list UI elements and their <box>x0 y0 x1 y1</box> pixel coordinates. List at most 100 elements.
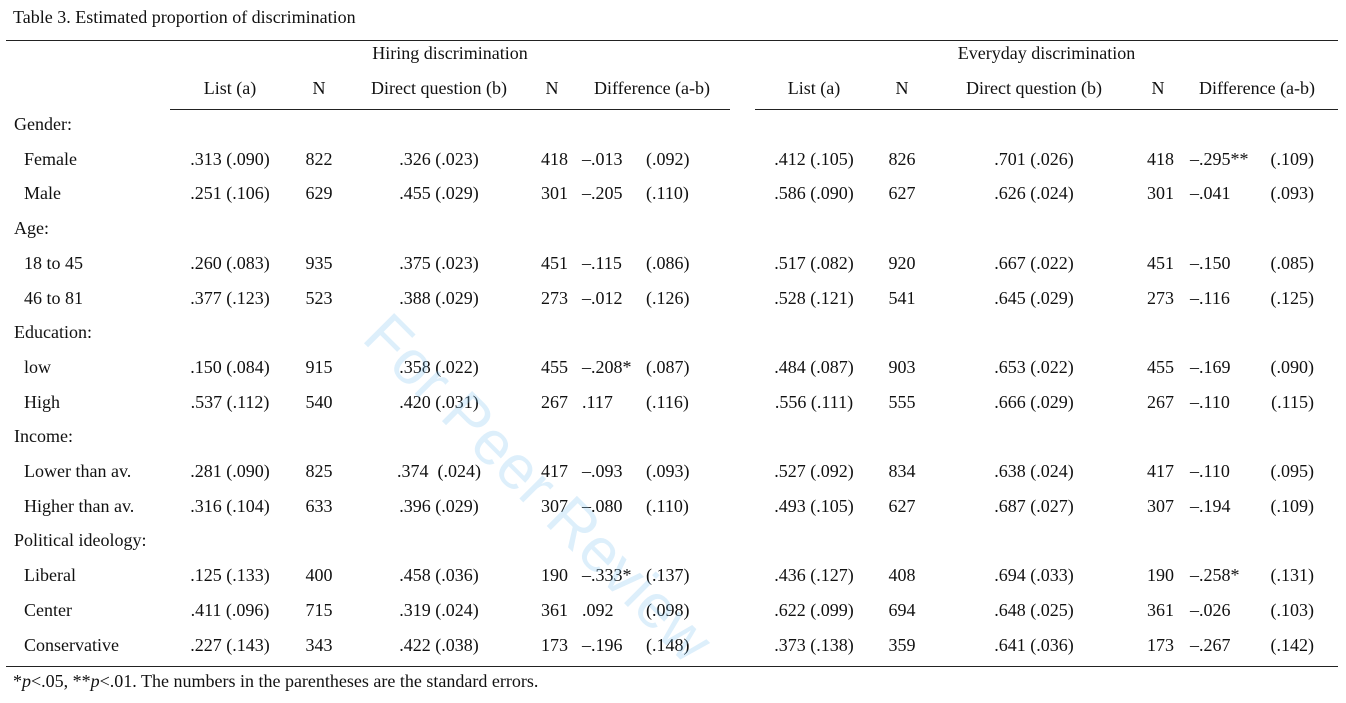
cell-hiring-direct: .358 (.022) <box>399 356 479 377</box>
bottom-rule <box>6 666 1338 667</box>
cell-everyday-n1: 408 <box>888 565 916 586</box>
col-header-diff-hiring: Difference (a-b) <box>593 78 711 98</box>
cell-everyday-se: (.109) <box>1270 148 1315 169</box>
cell-everyday-diff: –.258* <box>1190 565 1240 586</box>
cell-everyday-n1: 920 <box>888 252 916 273</box>
cell-everyday-diff: –.110 <box>1190 391 1230 412</box>
cell-hiring-diff: –.012 <box>582 287 623 308</box>
cell-hiring-direct: .422 (.038) <box>399 634 479 655</box>
cell-everyday-n1: 694 <box>888 599 916 620</box>
row-label: 18 to 45 <box>24 252 84 273</box>
row-label: Lower than av. <box>24 461 132 481</box>
footnote-text2: <.01. The numbers in the parentheses are… <box>99 671 539 691</box>
cell-everyday-list: .373 (.138) <box>774 634 854 655</box>
category-label: Income: <box>14 426 73 447</box>
cell-everyday-n1: 359 <box>888 634 916 655</box>
cell-hiring-se: (.110) <box>646 183 689 204</box>
cell-everyday-list: .436 (.127) <box>774 565 854 586</box>
cell-everyday-diff: –.041 <box>1190 183 1231 204</box>
cell-everyday-n1: 903 <box>888 356 916 377</box>
cell-everyday-n2: 267 <box>1147 391 1174 412</box>
footnote-p1: p <box>22 671 31 691</box>
cell-hiring-n1: 540 <box>305 391 333 412</box>
col-header-n1-hiring: N <box>312 78 326 98</box>
cell-everyday-list: .517 (.082) <box>774 252 854 273</box>
cell-hiring-direct: .319 (.024) <box>399 599 479 620</box>
row-label: Conservative <box>24 634 119 655</box>
cell-hiring-n2: 273 <box>541 287 568 308</box>
cell-hiring-n2: 190 <box>541 565 568 586</box>
cell-everyday-n2: 455 <box>1147 356 1174 377</box>
cell-everyday-list: .527 (.092) <box>774 461 854 481</box>
cell-hiring-direct: .420 (.031) <box>399 391 479 412</box>
cell-hiring-list: .377 (.123) <box>190 287 270 308</box>
footnote-p2: p <box>90 671 100 691</box>
cell-everyday-se: (.142) <box>1270 634 1315 655</box>
cell-everyday-se: (.093) <box>1270 183 1315 204</box>
cell-hiring-se: (.110) <box>646 495 689 516</box>
cell-everyday-n2: 418 <box>1147 148 1174 169</box>
cell-everyday-n1: 555 <box>888 391 916 412</box>
cell-hiring-n2: 451 <box>541 252 568 273</box>
cell-hiring-n1: 822 <box>305 148 333 169</box>
cell-hiring-n1: 915 <box>305 356 333 377</box>
cell-hiring-se: (.087) <box>646 356 690 377</box>
cell-hiring-n1: 633 <box>305 495 333 516</box>
cell-hiring-diff: .092 <box>582 599 614 620</box>
cell-everyday-direct: .666 (.029) <box>994 391 1074 412</box>
table-caption: Table 3. Estimated proportion of discrim… <box>13 7 356 27</box>
footnote-star: * <box>13 671 22 691</box>
cell-hiring-diff: –.093 <box>582 461 623 481</box>
col-header-diff-everyday: Difference (a-b) <box>1198 78 1316 98</box>
row-label: 46 to 81 <box>24 287 84 308</box>
cell-hiring-list: .150 (.084) <box>190 356 270 377</box>
cell-everyday-n2: 361 <box>1147 599 1174 620</box>
cell-everyday-direct: .626 (.024) <box>994 183 1074 204</box>
cell-hiring-n2: 361 <box>541 599 568 620</box>
cell-hiring-list: .537 (.112) <box>190 391 270 412</box>
category-label: Age: <box>14 218 49 239</box>
cell-hiring-n1: 629 <box>305 183 333 204</box>
cell-everyday-se: (.090) <box>1270 356 1315 377</box>
cell-hiring-diff: –.196 <box>582 634 623 655</box>
cell-hiring-n1: 343 <box>305 634 333 655</box>
cell-everyday-diff: –.267 <box>1190 634 1231 655</box>
cell-everyday-direct: .638 (.024) <box>994 461 1074 481</box>
cell-hiring-n1: 935 <box>305 252 333 273</box>
cell-hiring-list: .125 (.133) <box>190 565 270 586</box>
cell-everyday-n2: 307 <box>1147 495 1174 516</box>
top-rule <box>6 40 1338 41</box>
cell-hiring-n2: 267 <box>541 391 568 412</box>
cell-everyday-se: (.125) <box>1270 287 1315 308</box>
cell-everyday-diff: –.110 <box>1190 461 1230 481</box>
cell-everyday-n2: 417 <box>1147 461 1174 481</box>
cell-everyday-direct: .645 (.029) <box>994 287 1074 308</box>
cell-hiring-list: .313 (.090) <box>190 148 270 169</box>
row-label: Higher than av. <box>24 495 135 516</box>
cell-everyday-direct: .648 (.025) <box>994 599 1074 620</box>
cell-everyday-se: (.085) <box>1270 252 1315 273</box>
cell-hiring-se: (.148) <box>646 634 690 655</box>
cell-everyday-diff: –.150 <box>1190 252 1231 273</box>
cell-hiring-direct: .326 (.023) <box>399 148 479 169</box>
cell-everyday-diff: –.026 <box>1190 599 1231 620</box>
cell-everyday-list: .556 (.111) <box>774 391 854 412</box>
col-header-list-everyday: List (a) <box>787 78 841 98</box>
cell-everyday-list: .586 (.090) <box>774 183 854 204</box>
cell-hiring-diff: –.333* <box>582 565 632 586</box>
cell-hiring-n2: 307 <box>541 495 568 516</box>
cell-everyday-direct: .653 (.022) <box>994 356 1074 377</box>
cell-hiring-direct: .375 (.023) <box>399 252 479 273</box>
cell-hiring-n2: 301 <box>541 183 568 204</box>
cell-everyday-se: (.131) <box>1270 565 1315 586</box>
cell-everyday-n1: 834 <box>888 461 916 481</box>
cell-everyday-diff: –.116 <box>1190 287 1230 308</box>
category-label: Political ideology: <box>14 530 147 551</box>
cell-everyday-n2: 190 <box>1147 565 1174 586</box>
cell-everyday-list: .528 (.121) <box>774 287 854 308</box>
cell-hiring-direct: .396 (.029) <box>399 495 479 516</box>
cell-everyday-se: (.115) <box>1271 391 1314 412</box>
cell-everyday-n2: 301 <box>1147 183 1174 204</box>
cell-hiring-diff: .117 <box>582 391 613 412</box>
cell-everyday-list: .493 (.105) <box>774 495 854 516</box>
